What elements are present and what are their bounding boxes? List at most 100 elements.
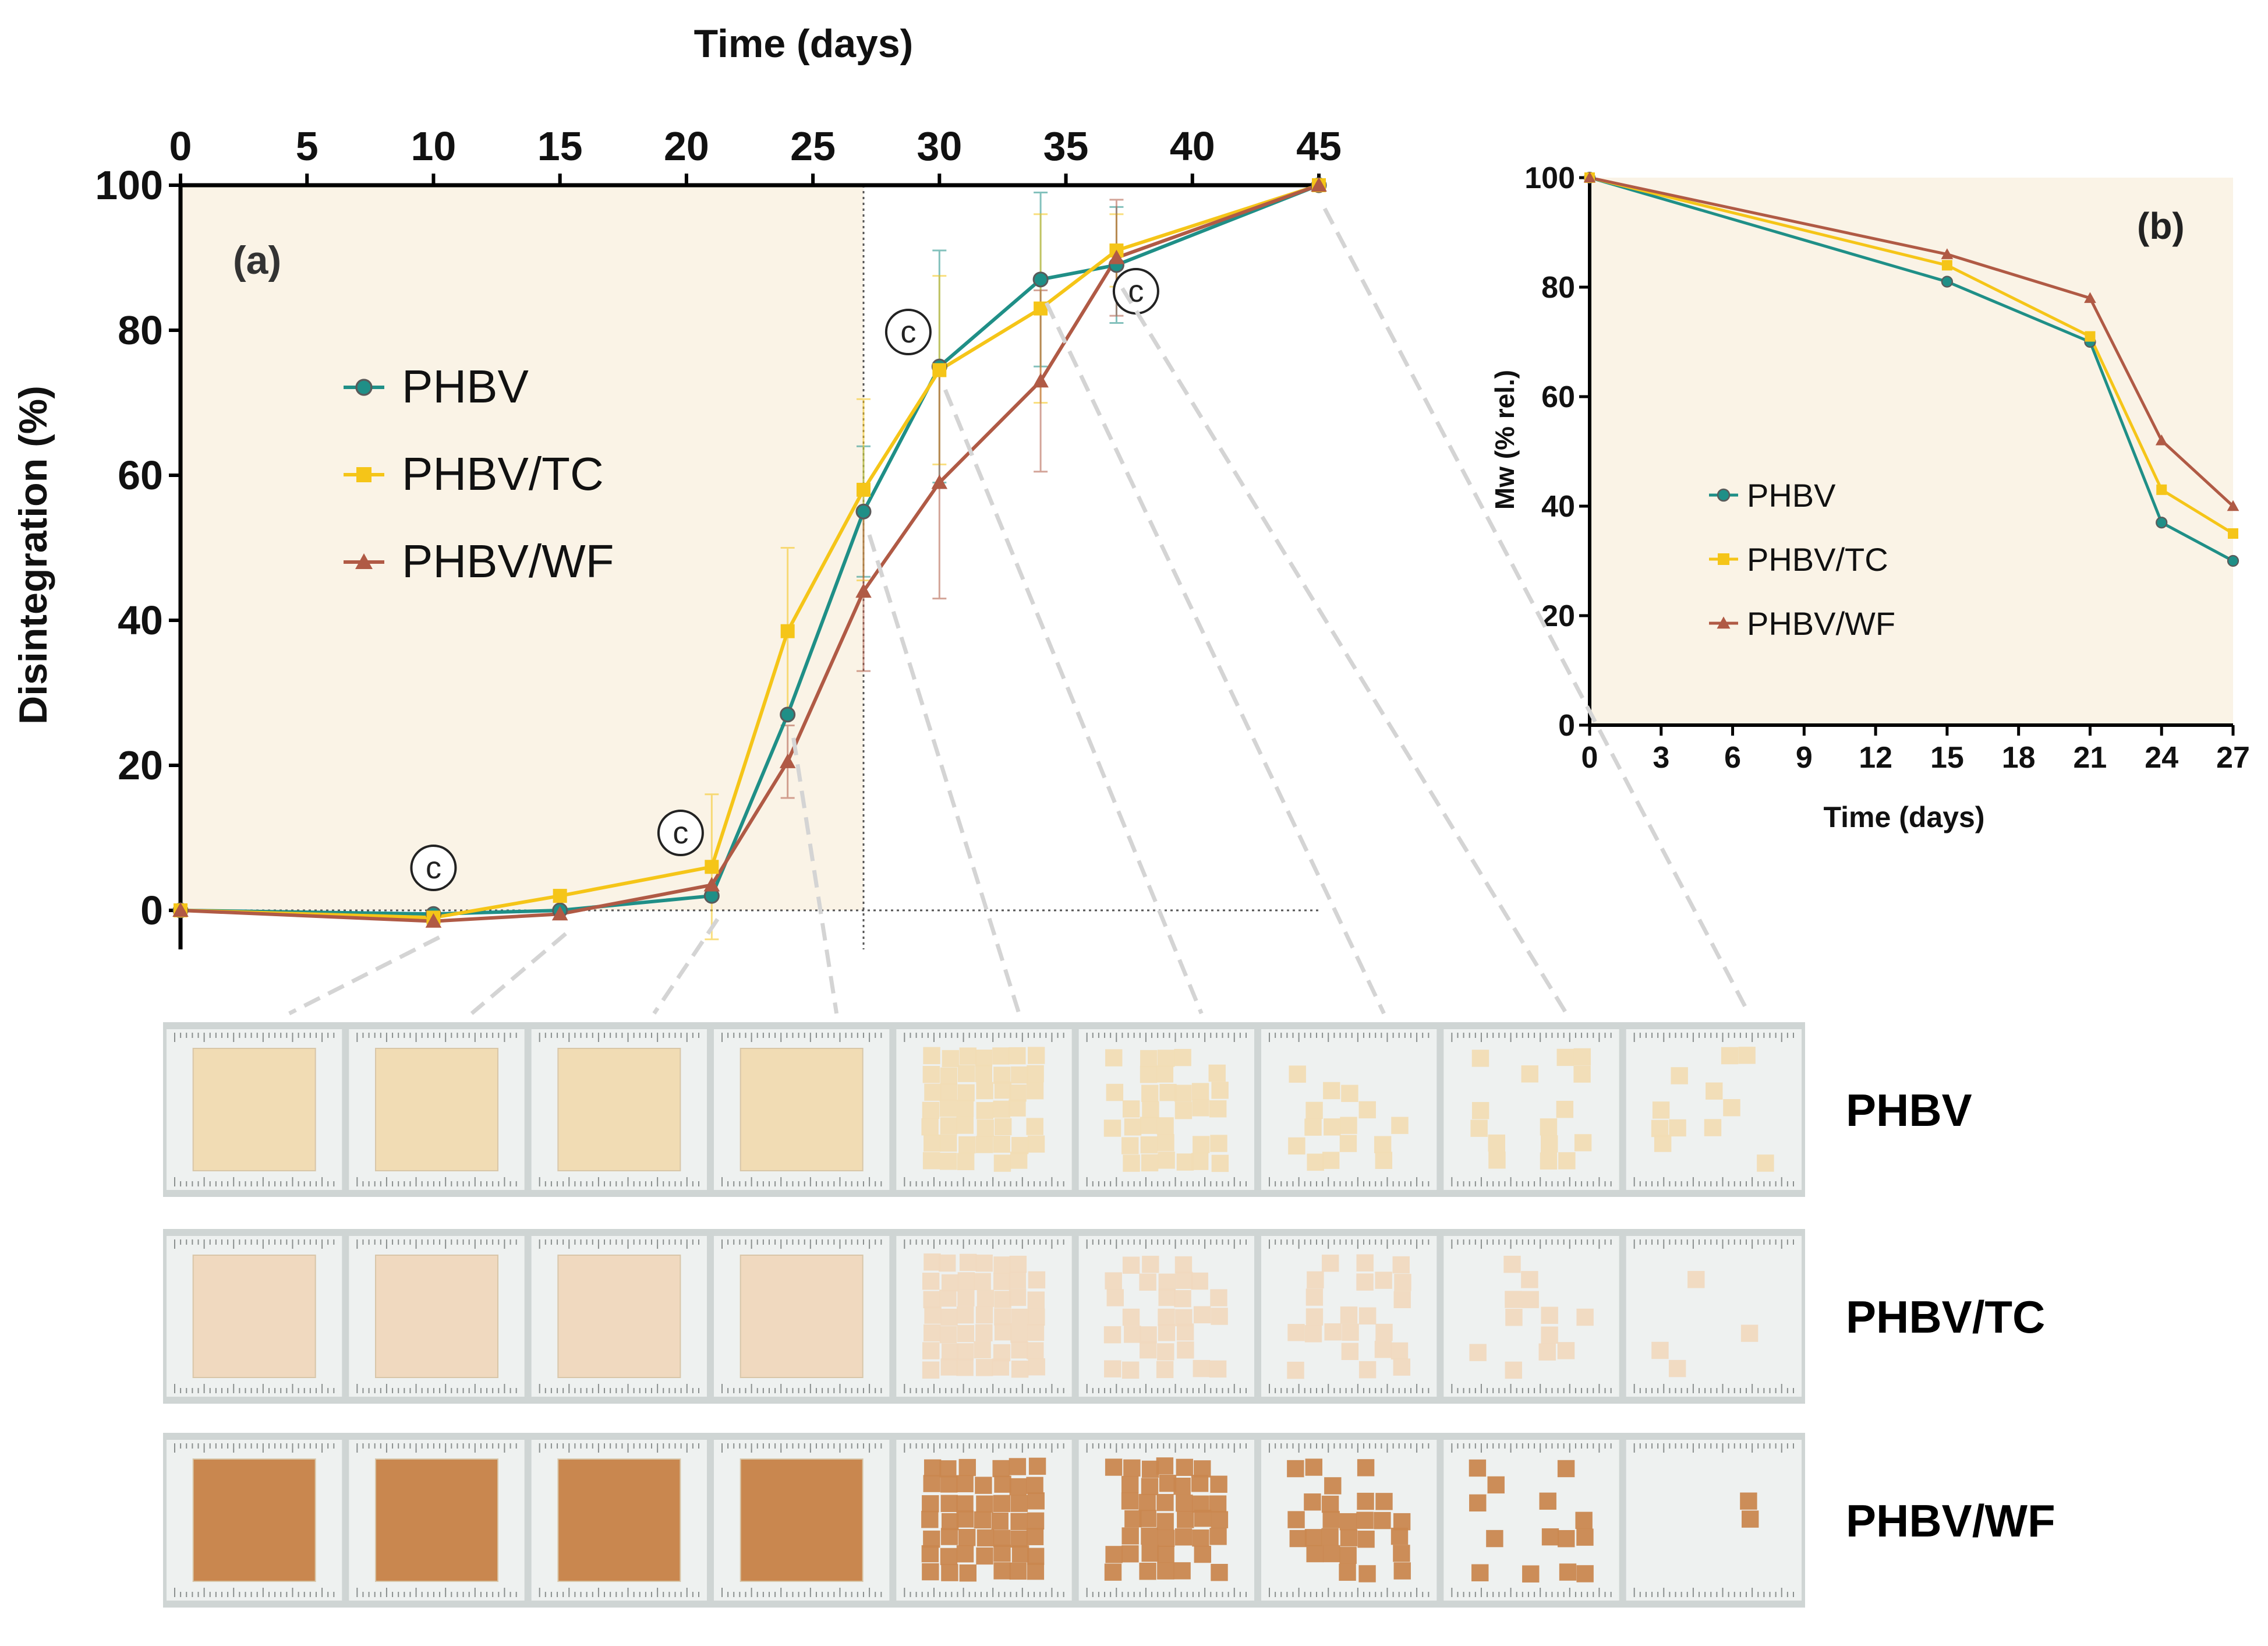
sample-fragment (956, 1475, 974, 1493)
ruler-ticks (1269, 1443, 1430, 1597)
sample-fragment (922, 1273, 940, 1290)
sample-fragment (940, 1475, 958, 1493)
chart-b-y-axis-label: Mw (% rel.) (1489, 370, 1520, 510)
chart-b-data-point (2156, 484, 2167, 495)
sample-fragment (1138, 1493, 1156, 1511)
chart-b-legend-item: PHBV/TC (1709, 541, 1888, 578)
sample-fragment (1339, 1563, 1356, 1581)
sample-fragment (1174, 1256, 1193, 1274)
sample-fragment (1209, 1528, 1227, 1545)
sample-fragment (1026, 1118, 1043, 1135)
sample-fragment (1374, 1341, 1392, 1358)
sample-fragment (1105, 1049, 1123, 1066)
sample-fragment (1140, 1065, 1158, 1083)
photo-sample (1078, 1236, 1254, 1397)
sample-fragment (959, 1253, 977, 1271)
sample-fragment (941, 1513, 959, 1531)
photo-sample (714, 1029, 890, 1190)
connector-line (288, 935, 441, 1016)
sample-fragment (1738, 1047, 1756, 1064)
chart-a-data-point (1032, 271, 1049, 288)
sample-fragment (1339, 1135, 1357, 1152)
photo-sample-background (1626, 1236, 1802, 1397)
chart-a-y-tick-label: 80 (118, 308, 163, 353)
sample-fragment (923, 1047, 940, 1065)
sample-film (192, 1458, 316, 1582)
sample-fragment (959, 1564, 976, 1582)
sample-fragment (1356, 1511, 1374, 1529)
chart-a-legend-marker (356, 467, 371, 482)
ruler-ticks (1451, 1239, 1612, 1393)
sample-fragment (1142, 1256, 1159, 1273)
sample-film (557, 1048, 681, 1171)
photo-sample (1443, 1029, 1619, 1190)
chart-a-data-point (553, 889, 567, 903)
photo-sample (531, 1440, 707, 1601)
connector-line (470, 932, 567, 1015)
sample-fragment (1358, 1565, 1376, 1583)
chart-b-data-point (2085, 331, 2096, 342)
sample-fragment (1027, 1342, 1044, 1359)
sample-fragment (1159, 1475, 1177, 1492)
photo-row: PHBV/WF (163, 1433, 2055, 1608)
sample-fragment (1105, 1458, 1123, 1476)
sample-fragment (1375, 1323, 1393, 1341)
chart-a-legend-item: PHBV/TC (344, 448, 604, 500)
sample-fragment (1393, 1291, 1411, 1309)
sample-fragment (1010, 1152, 1028, 1169)
sample-fragment (924, 1134, 941, 1152)
chart-a-y-tick-label: 60 (118, 453, 163, 498)
sample-fragment (1324, 1323, 1342, 1341)
sample-fragment (1469, 1494, 1487, 1512)
chart-a-x-tick-label: 15 (537, 123, 583, 169)
sample-fragment (940, 1308, 958, 1326)
sample-fragment (1026, 1477, 1043, 1495)
sample-fragment (1357, 1530, 1375, 1548)
sample-fragment (1374, 1511, 1391, 1530)
sample-fragment (975, 1359, 993, 1376)
sample-fragment (976, 1547, 993, 1565)
sample-fragment (939, 1100, 957, 1117)
sample-fragment (1576, 1565, 1594, 1583)
sample-fragment (1488, 1152, 1506, 1169)
sample-fragment (1322, 1152, 1340, 1169)
photo-sample (167, 1236, 342, 1397)
sample-fragment (1211, 1082, 1229, 1099)
sample-film (740, 1458, 864, 1582)
sample-fragment (1559, 1563, 1577, 1581)
ruler-ticks (1451, 1443, 1612, 1597)
sample-fragment (1522, 1565, 1540, 1583)
connector-line (652, 918, 720, 1015)
sample-fragment (975, 1254, 993, 1272)
sample-fragment (993, 1530, 1011, 1547)
sample-fragment (1503, 1256, 1521, 1273)
photo-sample (896, 1236, 1072, 1397)
sample-fragment (1106, 1083, 1124, 1101)
chart-a-x-tick-label: 25 (790, 123, 836, 169)
sample-fragment (993, 1545, 1011, 1562)
sample-fragment (992, 1047, 1010, 1065)
sample-fragment (1139, 1273, 1156, 1291)
ruler-ticks (1633, 1239, 1794, 1393)
sample-fragment (1540, 1152, 1558, 1170)
sample-fragment (1027, 1291, 1045, 1309)
sample-fragment (1287, 1460, 1304, 1478)
ruler-ticks (904, 1443, 1064, 1597)
ruler-ticks (356, 1443, 517, 1597)
sample-fragment (1026, 1528, 1044, 1545)
sample-fragment (1106, 1289, 1124, 1306)
sample-fragment (1211, 1154, 1229, 1172)
photo-sample (896, 1440, 1072, 1601)
sample-fragment (1139, 1563, 1156, 1580)
sample-fragment (1173, 1478, 1191, 1495)
sample-fragment (1027, 1512, 1045, 1530)
chart-a-data-point (780, 624, 795, 638)
sample-fragment (1471, 1050, 1489, 1067)
chart-a-data-point (705, 860, 719, 874)
chart-b-x-tick-label: 6 (1724, 741, 1741, 775)
sample-fragment (1521, 1271, 1538, 1288)
sample-fragment (923, 1475, 940, 1492)
sample-fragment (940, 1083, 957, 1101)
chart-b-y-tick-label: 60 (1541, 380, 1575, 414)
sample-fragment (1304, 1493, 1321, 1511)
